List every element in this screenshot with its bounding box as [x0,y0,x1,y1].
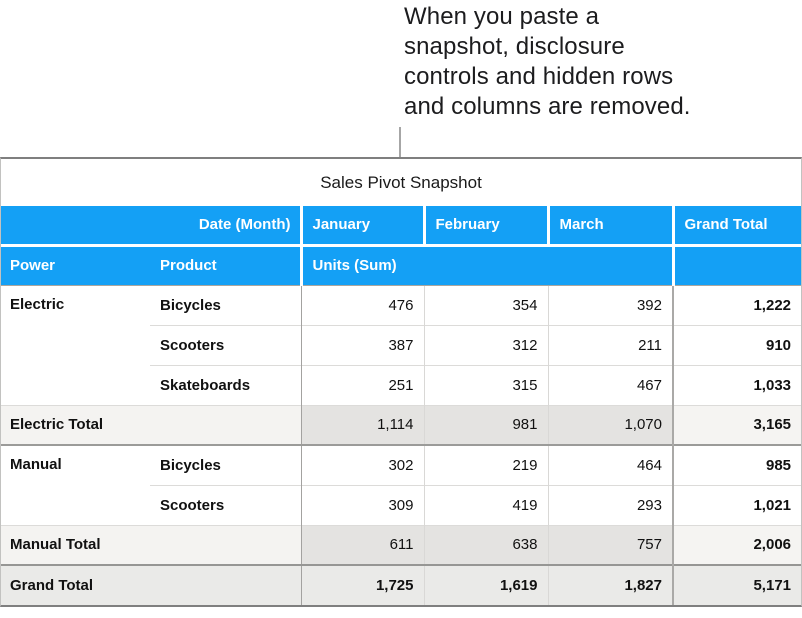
january-value: 302 [300,444,424,485]
grand-total-label: Grand Total [1,564,301,605]
grand-total-value: 910 [671,324,802,365]
grand-total-value: 3,165 [671,404,802,445]
header-grand-total: Grand Total [671,206,802,247]
grand-total-value: 1,033 [671,364,802,405]
pivot-table: Sales Pivot Snapshot Date (Month) Januar… [1,159,802,605]
february-value: 419 [423,484,548,525]
row-electric-total: Electric Total 1,114 981 1,070 3,165 [1,404,802,445]
row-manual-bicycles: Manual Bicycles 302 219 464 985 [1,444,802,525]
row-grand-total: Grand Total 1,725 1,619 1,827 5,171 [1,564,802,605]
february-value: 312 [423,324,548,365]
header-row-months: Date (Month) January February March Gran… [1,206,802,247]
header-january: January [299,206,424,247]
january-value: 387 [300,324,424,365]
march-value: 467 [547,364,673,405]
february-value: 354 [423,284,548,325]
march-value: 464 [547,444,673,485]
header-february: February [422,206,548,247]
header-march: March [546,206,673,247]
subtotal-label: Electric Total [1,404,301,445]
header-row-fields: Power Product Units (Sum) [1,245,802,286]
product-cell: Skateboards [150,364,301,405]
february-value: 638 [423,524,548,565]
header-date-month: Date (Month) [1,206,301,247]
february-value: 219 [423,444,548,485]
march-value: 392 [547,284,673,325]
title-row: Sales Pivot Snapshot [1,159,801,206]
row-manual-scooters: Scooters 309 419 293 1,021 [1,484,802,525]
january-value: 476 [300,284,424,325]
product-cell: Scooters [150,484,301,525]
header-grand-total-blank [671,245,802,286]
pivot-table-snapshot: Sales Pivot Snapshot Date (Month) Januar… [0,157,802,607]
row-manual-total: Manual Total 611 638 757 2,006 [1,524,802,565]
january-value: 251 [300,364,424,405]
group-label-manual: Manual [1,444,150,525]
march-value: 211 [547,324,673,365]
grand-total-value: 2,006 [671,524,802,565]
header-product: Product [150,245,301,286]
product-cell: Bicycles [150,444,301,485]
february-value: 981 [423,404,548,445]
header-units-sum: Units (Sum) [299,245,673,286]
row-electric-bicycles: Electric Bicycles 476 354 392 1,222 [1,284,802,405]
grand-total-value: 1,222 [671,284,802,325]
callout-caption: When you paste a snapshot, disclosure co… [404,3,691,120]
february-value: 1,619 [423,564,548,605]
row-electric-scooters: Scooters 387 312 211 910 [1,324,802,365]
group-label-electric: Electric [1,284,150,405]
march-value: 1,827 [547,564,673,605]
grand-total-value: 5,171 [671,564,802,605]
grand-total-value: 985 [671,444,802,485]
march-value: 1,070 [547,404,673,445]
subtotal-label: Manual Total [1,524,301,565]
january-value: 309 [300,484,424,525]
callout-leader-line [399,127,401,158]
product-cell: Bicycles [150,284,301,325]
march-value: 293 [547,484,673,525]
january-value: 611 [300,524,424,565]
product-cell: Scooters [150,324,301,365]
row-electric-skateboards: Skateboards 251 315 467 1,033 [1,364,802,405]
table-title: Sales Pivot Snapshot [320,172,482,192]
january-value: 1,114 [300,404,424,445]
january-value: 1,725 [300,564,424,605]
grand-total-value: 1,021 [671,484,802,525]
february-value: 315 [423,364,548,405]
march-value: 757 [547,524,673,565]
header-power: Power [1,245,150,286]
